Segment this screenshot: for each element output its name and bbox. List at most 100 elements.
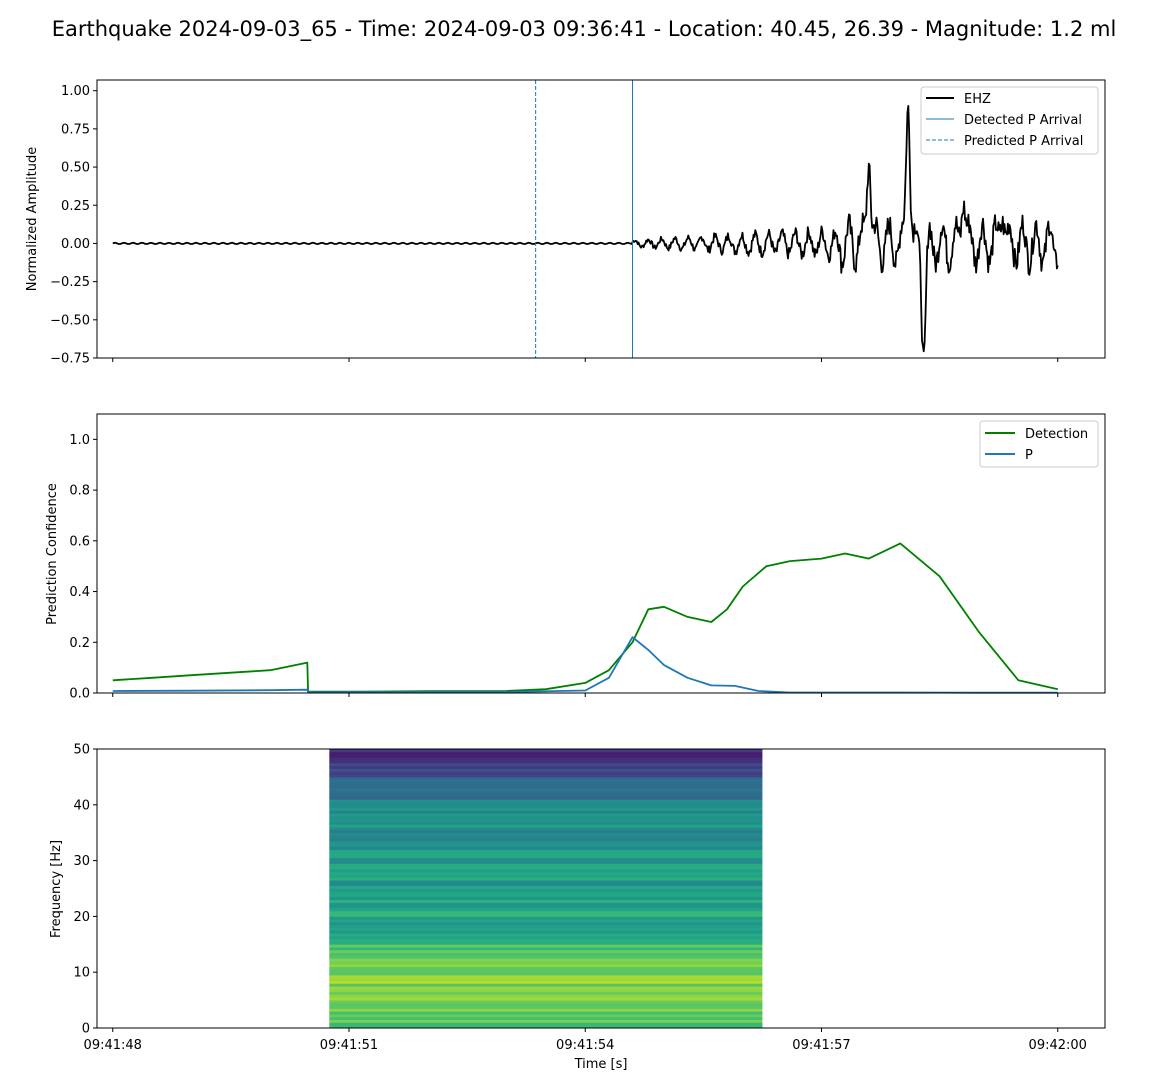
probability-panel: 0.0 0.2 0.4 0.6 0.8 1.0 Prediction Confidence…	[45, 413, 1106, 702]
spectrogram-bin	[329, 958, 763, 962]
spectrogram-bin	[329, 776, 763, 781]
spectrogram-axes-frame	[96, 748, 1106, 1029]
waveform-x-ticks	[112, 358, 1059, 362]
spectrogram-bin	[329, 1016, 763, 1021]
waveform-ylabel: Normalized Amplitude	[25, 147, 40, 291]
spectrogram-bin	[329, 804, 763, 808]
x-tick-label: 09:41:57	[792, 1038, 850, 1053]
spectrogram-bin	[329, 949, 763, 954]
spectrogram-bin	[329, 941, 763, 945]
spectrogram-bin	[329, 802, 763, 806]
spectrogram-bin	[329, 986, 763, 990]
spectrogram-bin	[329, 846, 763, 850]
spectrogram-bin	[329, 991, 763, 995]
spectrogram-bin	[329, 930, 763, 934]
spectrogram-bin	[329, 788, 763, 792]
spectrogram-bin	[329, 933, 763, 937]
spectrogram-bin	[329, 921, 763, 926]
x-tick-label: 09:41:48	[84, 1038, 142, 1053]
spectrogram-bin	[329, 796, 763, 800]
spectrogram-bin	[329, 810, 763, 814]
spectrogram-bin	[329, 843, 763, 848]
spectrogram-bin	[329, 1022, 763, 1026]
probability-legend: Detection P	[979, 420, 1099, 468]
spectrogram-bin	[329, 882, 763, 887]
spectrogram-y-ticks: 0 10 20 30 40 50	[73, 743, 97, 1037]
waveform-y-ticks: 1.00 0.75 0.50 0.25 0.00 −0.25 −0.50 −0.75	[50, 84, 97, 367]
y-tick-label: 0	[82, 1022, 90, 1037]
spectrogram-bin	[329, 885, 763, 889]
spectrogram-bin	[329, 969, 763, 973]
spectrogram-bin	[329, 841, 763, 845]
spectrogram-bin	[329, 919, 763, 923]
waveform-plot-area	[112, 80, 1059, 358]
y-tick-label: 10	[73, 966, 90, 981]
y-tick-label: 30	[73, 854, 90, 869]
spectrogram-bin	[329, 765, 763, 769]
probability-ylabel: Prediction Confidence	[45, 483, 60, 625]
spectrogram-bin	[329, 863, 763, 867]
spectrogram-bin	[329, 963, 763, 968]
spectrogram-bin	[329, 813, 763, 817]
ehz-trace	[112, 105, 1059, 353]
y-tick-label: 0.75	[61, 122, 90, 137]
spectrogram-bin	[329, 751, 763, 755]
spectrogram-bin	[329, 1014, 763, 1018]
spectrogram-bin	[329, 947, 763, 951]
spectrogram-bin	[329, 857, 763, 861]
spectrogram-bin	[329, 924, 763, 928]
spectrogram-bin	[329, 980, 763, 984]
spectrogram-bin	[329, 905, 763, 909]
probability-y-ticks: 0.0 0.2 0.4 0.6 0.8 1.0	[69, 433, 97, 702]
probability-plot-area	[112, 542, 1058, 694]
y-tick-label: 0.50	[61, 161, 90, 176]
spectrogram-bin	[329, 1002, 763, 1007]
spectrogram-bin	[329, 762, 763, 767]
waveform-legend-box	[920, 86, 1099, 155]
spectrogram-bin	[329, 908, 763, 912]
spectrogram-bin	[329, 838, 763, 842]
spectrogram-bin	[329, 952, 763, 956]
waveform-axes-frame	[96, 79, 1106, 359]
spectrogram-bin	[329, 902, 763, 906]
y-tick-label: 0.00	[61, 237, 90, 252]
spectrogram-bin	[329, 860, 763, 864]
p-probability-curve	[112, 636, 1058, 694]
spectrogram-bin	[329, 779, 763, 783]
spectrogram-bin	[329, 891, 763, 895]
spectrogram-bin	[329, 913, 763, 917]
spectrogram-bin	[329, 974, 763, 979]
spectrogram-bin	[329, 880, 763, 884]
spectrogram-bin	[329, 1011, 763, 1015]
spectrogram-bin	[329, 757, 763, 761]
spectrogram-bin	[329, 852, 763, 856]
spectrogram-bin	[329, 868, 763, 873]
spectrogram-bin	[329, 827, 763, 831]
legend-ehz-label: EHZ	[964, 92, 991, 107]
spectrogram-bin	[329, 774, 763, 778]
legend-predicted-p-label: Predicted P Arrival	[964, 134, 1083, 149]
spectrogram-bin	[329, 899, 763, 903]
spectrogram-bin	[329, 988, 763, 993]
x-tick-label: 09:42:00	[1029, 1038, 1087, 1053]
x-axis-label: Time [s]	[574, 1057, 628, 1072]
spectrogram-bin	[329, 916, 763, 920]
spectrogram-bin	[329, 832, 763, 836]
spectrogram-bin	[329, 793, 763, 797]
spectrogram-bin	[329, 972, 763, 976]
y-tick-label: 0.8	[69, 484, 90, 499]
spectrogram-bin	[329, 994, 763, 998]
spectrogram-bin	[329, 771, 763, 775]
y-tick-label: 50	[73, 743, 90, 758]
spectrogram-bin	[329, 944, 763, 948]
y-tick-label: −0.50	[50, 313, 90, 328]
spectrogram-bin	[329, 799, 763, 803]
spectrogram-bin	[329, 877, 763, 881]
legend-detected-p-label: Detected P Arrival	[964, 113, 1082, 128]
spectrogram-bin	[329, 790, 763, 795]
probability-axes-frame	[96, 413, 1106, 694]
spectrogram-bin	[329, 935, 763, 940]
spectrogram-bin	[329, 835, 763, 839]
